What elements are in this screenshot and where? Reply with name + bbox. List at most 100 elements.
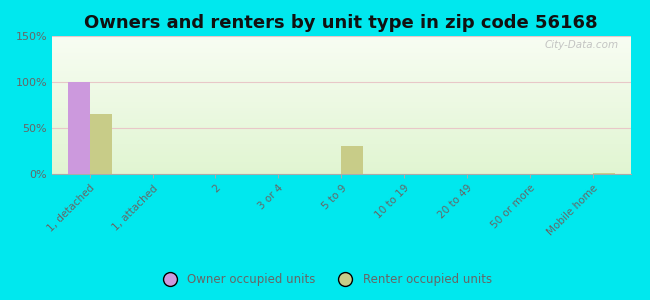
Bar [52,77,630,78]
Bar [52,161,630,162]
Bar [52,51,630,52]
Bar [52,125,630,126]
Bar [52,156,630,157]
Bar [52,105,630,106]
Bar [52,129,630,130]
Bar [52,70,630,71]
Bar [52,147,630,148]
Bar [52,148,630,149]
Bar [52,121,630,122]
Bar [52,132,630,133]
Bar [90,114,112,174]
Bar [52,108,630,109]
Bar [52,81,630,82]
Bar [52,152,630,153]
Bar [52,101,630,102]
Bar [52,78,630,79]
Bar [52,76,630,77]
Bar [52,49,630,50]
Bar [52,46,630,47]
Bar [52,122,630,123]
Bar [52,115,630,116]
Bar [52,143,630,144]
Bar [52,41,630,42]
Bar [52,146,630,147]
Bar [52,113,630,114]
Bar [52,159,630,160]
Bar [52,154,630,155]
Bar [52,139,630,140]
Bar [52,60,630,61]
Bar [52,66,630,67]
Bar [52,59,630,60]
Bar [52,74,630,75]
Bar [52,109,630,110]
Bar [52,63,630,64]
Bar [52,157,630,158]
Bar [52,118,630,119]
Bar [52,124,630,125]
Bar [52,167,630,168]
Bar [52,107,630,108]
Bar [52,141,630,142]
Bar [52,153,630,154]
Bar [52,145,630,146]
Bar [52,38,630,39]
Bar [52,44,630,45]
Legend: Owner occupied units, Renter occupied units: Owner occupied units, Renter occupied un… [153,269,497,291]
Bar [52,90,630,91]
Bar [52,98,630,99]
Bar [52,106,630,107]
Bar [52,53,630,54]
Bar [52,88,630,89]
Bar [52,58,630,59]
Bar [52,123,630,124]
Bar [52,37,630,38]
Bar [52,100,630,101]
Bar [52,87,630,88]
Bar [52,68,630,69]
Bar [52,162,630,163]
Bar [52,47,630,48]
Bar [52,150,630,151]
Bar [52,136,630,137]
Bar [52,164,630,165]
Bar [52,104,630,105]
Bar [52,55,630,56]
Bar [52,158,630,159]
Bar [52,103,630,104]
Bar [52,86,630,87]
Bar [52,65,630,66]
Bar [52,80,630,81]
Bar [52,140,630,141]
Bar [52,172,630,173]
Bar [52,165,630,166]
Bar [52,144,630,145]
Bar [52,48,630,49]
Bar [52,56,630,57]
Bar [52,171,630,172]
Bar [52,39,630,40]
Bar [52,128,630,129]
Bar [52,160,630,161]
Bar [52,116,630,117]
Bar [52,73,630,74]
Bar [52,133,630,134]
Bar [52,111,630,112]
Text: City-Data.com: City-Data.com [545,40,619,50]
Bar [52,45,630,46]
Bar [52,72,630,73]
Bar [52,135,630,136]
Bar [52,91,630,92]
Bar [52,138,630,139]
Bar [52,69,630,70]
Bar [52,131,630,132]
Bar [52,169,630,170]
Bar [52,151,630,152]
Bar [52,173,630,174]
Bar [52,62,630,63]
Bar [52,168,630,169]
Bar [52,99,630,100]
Bar [52,134,630,135]
Bar [52,102,630,103]
